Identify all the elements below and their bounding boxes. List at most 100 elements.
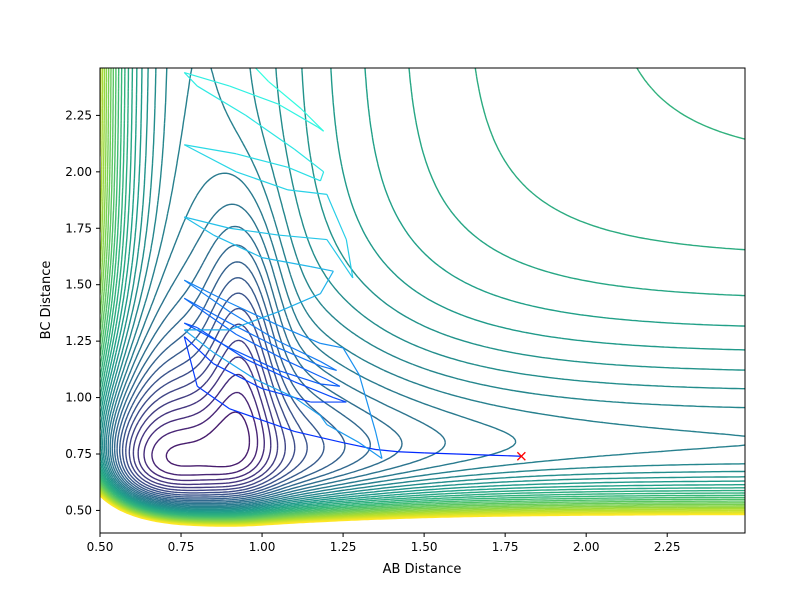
trajectory-segment — [456, 453, 489, 456]
trajectory-segment — [277, 103, 318, 128]
y-tick-label: 2.00 — [65, 165, 92, 179]
trajectory-segment — [424, 452, 457, 455]
trajectory-segment — [183, 72, 198, 87]
contour-level — [100, 68, 745, 515]
trajectory-segment — [261, 257, 311, 268]
trajectory-segment — [375, 448, 399, 453]
trajectory-segment — [278, 369, 321, 385]
x-tick-label: 1.25 — [330, 540, 357, 554]
x-tick-label: 1.75 — [492, 540, 519, 554]
trajectory-segment — [326, 424, 360, 444]
trajectory-segment — [235, 153, 289, 168]
trajectory-segment — [320, 342, 344, 349]
trajectory-segment — [342, 442, 376, 451]
trajectory-segment — [294, 381, 334, 399]
contour-level — [100, 495, 745, 527]
y-tick-label: 1.50 — [65, 278, 92, 292]
trajectory-segment — [326, 378, 341, 387]
trajectory-segment — [278, 340, 321, 362]
trajectory-segment — [183, 336, 214, 365]
trajectory-segment — [213, 351, 256, 381]
x-axis-ticks: 0.50 0.75 1.00 1.25 1.50 1.75 2.00 2.25 — [87, 533, 681, 554]
trajectory-segment — [278, 234, 327, 241]
x-tick-label: 2.00 — [573, 540, 600, 554]
trajectory-segment — [183, 329, 214, 353]
trajectory-segment — [255, 68, 269, 82]
trajectory-segment — [229, 311, 279, 331]
trajectory-segment — [229, 85, 279, 105]
trajectory-segment — [278, 324, 321, 344]
trajectory-segment — [229, 227, 279, 236]
trajectory-segment — [374, 431, 383, 459]
trajectory-segment — [287, 360, 328, 381]
trajectory-segment — [183, 144, 237, 173]
trajectory-segment — [294, 397, 321, 417]
trajectory-segment — [342, 347, 360, 376]
trajectory-segment — [229, 347, 279, 372]
trajectory-segment — [183, 279, 230, 313]
trajectory-segment — [488, 454, 522, 457]
contour-level — [132, 339, 279, 489]
trajectory-segment — [183, 297, 230, 324]
trajectory-segment — [333, 396, 347, 403]
x-axis-label: AB Distance — [383, 562, 462, 577]
y-tick-label: 1.00 — [65, 391, 92, 405]
trajectory-segment — [268, 81, 302, 110]
trajectory-segment — [319, 415, 328, 426]
contour-level — [111, 225, 403, 503]
y-tick-label: 0.75 — [65, 447, 92, 461]
trajectory-segment — [310, 266, 334, 272]
trajectory-segment — [294, 430, 344, 444]
trajectory-segment — [213, 234, 263, 259]
x-tick-label: 0.75 — [168, 540, 195, 554]
contour-level — [116, 261, 346, 500]
trajectory-segment — [184, 71, 230, 87]
trajectory-segment — [184, 279, 230, 304]
contour-level — [100, 68, 745, 511]
trajectory-segment — [235, 171, 289, 191]
contour-level — [105, 68, 745, 508]
x-tick-label: 0.50 — [87, 540, 114, 554]
trajectory-segment — [183, 336, 198, 387]
contour-level — [165, 411, 251, 468]
contour-level — [100, 68, 745, 512]
x-tick-label: 2.25 — [654, 540, 681, 554]
trajectory-segment — [229, 302, 279, 326]
y-tick-label: 1.25 — [65, 334, 92, 348]
trajectory-segment — [184, 216, 230, 229]
y-axis-ticks: 0.50 0.75 1.00 1.25 1.50 1.75 2.00 2.25 — [65, 108, 100, 517]
contour-level — [137, 356, 272, 486]
trajectory-segment — [245, 358, 295, 383]
trajectory-segment — [255, 378, 295, 399]
start-marker — [516, 451, 526, 461]
y-tick-label: 0.50 — [65, 503, 92, 517]
trajectory-segment — [294, 148, 325, 173]
trajectory-line — [183, 68, 522, 460]
contour-level — [100, 68, 745, 517]
contour-level — [100, 68, 745, 518]
trajectory-segment — [245, 114, 295, 150]
plot-frame — [99, 67, 746, 534]
contour-lines — [100, 68, 745, 527]
trajectory-segment — [278, 293, 321, 313]
contour-level — [100, 68, 745, 514]
trajectory-segment — [196, 85, 247, 116]
contour-level — [107, 172, 517, 506]
trajectory-segment — [278, 347, 321, 367]
contour-level — [128, 323, 286, 492]
contour-level — [109, 203, 446, 505]
trajectory-segment — [235, 333, 289, 362]
trajectory-segment — [229, 408, 295, 432]
trajectory-segment — [261, 387, 311, 403]
trajectory-segment — [183, 216, 214, 236]
trajectory-segment — [319, 171, 325, 182]
trajectory-segment — [320, 360, 337, 371]
trajectory-segment — [358, 442, 383, 460]
contour-level — [102, 68, 745, 510]
trajectory-segment — [196, 385, 230, 410]
trajectory-segment — [398, 451, 425, 454]
x-tick-label: 1.00 — [249, 540, 276, 554]
y-tick-label: 1.75 — [65, 221, 92, 235]
contour-level — [125, 307, 296, 494]
